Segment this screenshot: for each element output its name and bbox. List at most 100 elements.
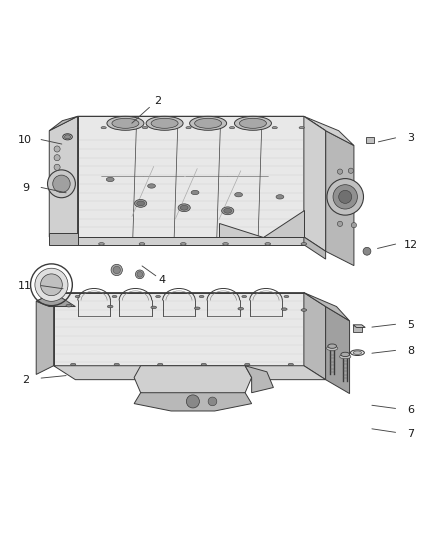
Ellipse shape	[71, 364, 76, 366]
Ellipse shape	[284, 295, 289, 297]
Ellipse shape	[180, 243, 186, 245]
Ellipse shape	[107, 305, 113, 308]
Ellipse shape	[178, 204, 190, 212]
Polygon shape	[325, 131, 354, 265]
Ellipse shape	[114, 364, 119, 366]
Polygon shape	[49, 116, 78, 237]
Text: 5: 5	[407, 320, 414, 330]
Ellipse shape	[151, 306, 156, 309]
Ellipse shape	[66, 304, 72, 307]
Polygon shape	[53, 293, 325, 306]
Ellipse shape	[75, 295, 80, 297]
Circle shape	[351, 223, 357, 228]
Ellipse shape	[223, 243, 228, 245]
Ellipse shape	[99, 243, 104, 245]
Ellipse shape	[107, 116, 144, 130]
Text: 10: 10	[18, 135, 32, 146]
Polygon shape	[304, 116, 325, 251]
Ellipse shape	[224, 208, 232, 213]
Polygon shape	[219, 223, 262, 237]
Ellipse shape	[148, 184, 155, 188]
Circle shape	[113, 266, 120, 273]
Circle shape	[208, 397, 217, 406]
Ellipse shape	[282, 308, 287, 310]
Polygon shape	[262, 210, 304, 237]
Ellipse shape	[288, 364, 293, 366]
Ellipse shape	[339, 354, 351, 359]
Polygon shape	[134, 393, 252, 411]
Ellipse shape	[240, 118, 266, 128]
Ellipse shape	[180, 205, 188, 210]
Polygon shape	[304, 237, 325, 259]
Ellipse shape	[276, 195, 284, 199]
Polygon shape	[78, 116, 304, 237]
Circle shape	[54, 146, 60, 152]
Ellipse shape	[146, 116, 183, 130]
Circle shape	[54, 155, 60, 161]
Ellipse shape	[191, 190, 199, 195]
Polygon shape	[36, 293, 53, 375]
Ellipse shape	[194, 307, 200, 310]
Ellipse shape	[328, 344, 336, 349]
Ellipse shape	[64, 135, 71, 139]
Ellipse shape	[142, 126, 148, 129]
Bar	[353, 325, 362, 332]
Text: 9: 9	[22, 183, 29, 193]
Circle shape	[41, 274, 62, 296]
Polygon shape	[325, 306, 350, 393]
Ellipse shape	[63, 134, 72, 140]
Polygon shape	[64, 116, 304, 128]
Ellipse shape	[186, 126, 191, 129]
Circle shape	[137, 271, 143, 277]
Circle shape	[333, 184, 357, 209]
Polygon shape	[36, 293, 75, 306]
Ellipse shape	[106, 177, 114, 182]
Ellipse shape	[155, 295, 160, 297]
Ellipse shape	[301, 243, 307, 245]
Ellipse shape	[272, 126, 277, 129]
Polygon shape	[134, 366, 252, 403]
Circle shape	[363, 247, 371, 255]
Ellipse shape	[235, 192, 243, 197]
Ellipse shape	[137, 201, 145, 206]
Ellipse shape	[326, 346, 338, 351]
Circle shape	[47, 170, 75, 198]
Polygon shape	[53, 366, 325, 379]
Text: 4: 4	[159, 274, 166, 285]
Ellipse shape	[353, 351, 361, 354]
Ellipse shape	[112, 295, 117, 297]
Ellipse shape	[101, 126, 106, 129]
Ellipse shape	[238, 308, 244, 310]
Ellipse shape	[234, 116, 272, 130]
Text: 8: 8	[407, 346, 414, 357]
Bar	[366, 137, 374, 143]
Ellipse shape	[151, 118, 178, 128]
Ellipse shape	[265, 243, 271, 245]
Polygon shape	[353, 325, 365, 327]
Polygon shape	[304, 116, 354, 146]
Circle shape	[111, 264, 122, 276]
Text: 12: 12	[403, 240, 417, 250]
Circle shape	[54, 164, 60, 171]
Ellipse shape	[139, 243, 145, 245]
Circle shape	[53, 175, 70, 192]
Ellipse shape	[112, 118, 139, 128]
Text: 7: 7	[407, 429, 414, 439]
Polygon shape	[49, 116, 78, 131]
Circle shape	[337, 169, 343, 174]
Ellipse shape	[245, 364, 250, 366]
Ellipse shape	[201, 364, 206, 366]
Ellipse shape	[350, 350, 364, 356]
Polygon shape	[78, 116, 325, 131]
Ellipse shape	[301, 309, 307, 311]
Text: 3: 3	[407, 133, 414, 143]
Circle shape	[327, 179, 364, 215]
Polygon shape	[304, 293, 350, 321]
Circle shape	[337, 221, 343, 227]
Text: 11: 11	[18, 281, 32, 291]
Text: 6: 6	[407, 405, 414, 415]
Circle shape	[348, 168, 353, 173]
Ellipse shape	[199, 295, 204, 297]
Ellipse shape	[230, 126, 235, 129]
Ellipse shape	[222, 207, 234, 215]
